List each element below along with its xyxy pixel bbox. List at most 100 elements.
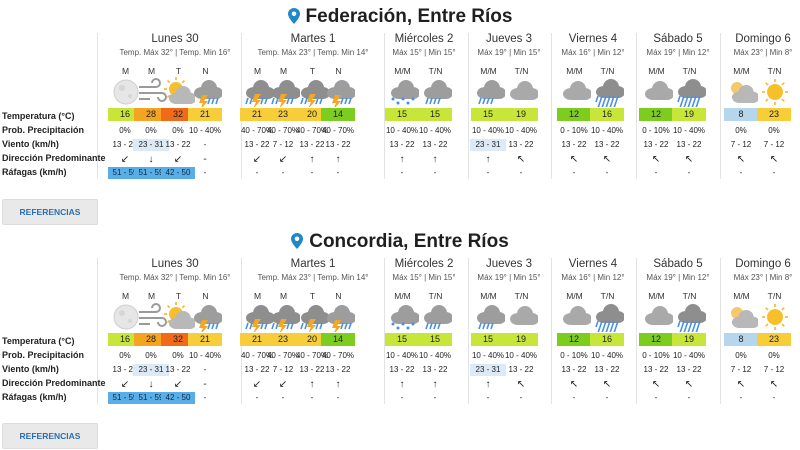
wind-direction-arrow: ↙	[120, 154, 130, 165]
wind-direction-arrow: ↖	[516, 154, 526, 165]
precipitation-cell: 40 - 70%	[240, 126, 274, 135]
wind-cell: 13 - 22	[325, 365, 351, 374]
day-name: Viernes 4	[568, 33, 618, 45]
wind-direction-arrow: ↖	[736, 154, 746, 165]
wind-cell: 13 - 22	[299, 365, 325, 374]
period-label: M/M	[566, 291, 583, 301]
wind-direction-arrow: ↖	[569, 379, 579, 390]
wind-cell: 7 - 12	[272, 365, 294, 374]
temperature-cell: 20	[295, 333, 329, 346]
wind-cell: 7 - 12	[272, 140, 294, 149]
period-label: T/N	[600, 291, 615, 301]
day-name: Martes 1	[290, 33, 336, 45]
precipitation-cell: 10 - 40%	[590, 351, 624, 360]
column-divider	[241, 258, 242, 404]
temperature-cell: 14	[321, 333, 355, 346]
period-label: T/N	[428, 291, 443, 301]
wind-direction-arrow: ↖	[651, 379, 661, 390]
period-label: M/M	[480, 291, 497, 301]
wind-direction-arrow: ↑	[485, 154, 491, 165]
day-header: Domingo 6 Máx 23° | Min 8°	[721, 33, 800, 59]
cloud-icon	[506, 77, 539, 107]
row-label-wind: Viento (km/h)	[2, 139, 59, 149]
wind-direction-arrow: ↑	[399, 379, 405, 390]
period-label: T/N	[600, 66, 615, 76]
wind-cell: 13 - 22	[165, 140, 191, 149]
precipitation-cell: 0%	[172, 351, 184, 360]
period-label: M/M	[648, 291, 665, 301]
period-label: N	[202, 66, 209, 76]
gust-cell: -	[203, 168, 207, 177]
temperature-cell: 12	[639, 108, 673, 121]
storm-night-icon	[323, 77, 356, 110]
wind-direction-arrow: ↙	[173, 154, 183, 165]
wind-cell: 13 - 22	[389, 365, 415, 374]
wind-cell: 13 - 22	[112, 140, 138, 149]
row-label-dir: Dirección Predominante	[2, 378, 106, 388]
gust-cell: -	[605, 168, 609, 177]
wind-cell: 7 - 12	[763, 365, 785, 374]
column-divider	[97, 33, 98, 179]
city-title: Concordia, Entre Ríos	[0, 229, 800, 255]
sun-icon	[759, 77, 791, 107]
precipitation-cell: 10 - 40%	[188, 351, 222, 360]
references-button[interactable]: REFERENCIAS	[2, 423, 98, 449]
cloud-icon	[641, 302, 674, 332]
day-temp-range: Máx 23° | Min 8°	[733, 273, 793, 282]
precipitation-cell: 10 - 40%	[471, 351, 505, 360]
precipitation-cell: 10 - 40%	[590, 126, 624, 135]
temperature-cell: 8	[724, 108, 758, 121]
period-label: M	[121, 291, 130, 301]
day-name: Lunes 30	[151, 258, 199, 270]
snow-cloud-icon	[387, 77, 420, 107]
moon-icon	[110, 302, 142, 332]
gust-cell: -	[772, 168, 776, 177]
precipitation-cell: 0 - 10%	[642, 351, 670, 360]
temperature-cell: 15	[471, 108, 505, 121]
temperature-cell: 15	[418, 108, 452, 121]
wind-direction-arrow: -	[203, 379, 207, 390]
storm-icon	[268, 77, 301, 109]
wind-cell: 23 - 31	[133, 139, 169, 151]
period-label: T/N	[682, 291, 697, 301]
rain-cloud-icon	[420, 302, 453, 332]
sun-icon	[759, 302, 791, 332]
wind-direction-arrow: ↖	[684, 154, 694, 165]
moon-cloud-icon	[726, 77, 760, 107]
wind-direction-arrow: ↖	[516, 379, 526, 390]
gust-cell: -	[572, 393, 576, 402]
day-header: Jueves 3 Máx 19° | Min 15°	[467, 258, 551, 284]
period-label: T/N	[767, 291, 782, 301]
temperature-cell: 32	[161, 108, 195, 121]
precipitation-cell: 10 - 40%	[385, 351, 419, 360]
day-header: Jueves 3 Máx 19° | Min 15°	[467, 33, 551, 59]
wind-cell: 7 - 12	[730, 140, 752, 149]
wind-direction-arrow: ↖	[769, 379, 779, 390]
gust-cell: -	[687, 168, 691, 177]
wind-direction-arrow: ↖	[602, 379, 612, 390]
wind-direction-arrow: ↖	[736, 379, 746, 390]
column-divider	[241, 33, 242, 179]
wind-icon	[136, 77, 168, 107]
period-label: M	[279, 66, 288, 76]
precipitation-cell: 40 - 70%	[321, 351, 355, 360]
temperature-cell: 28	[134, 333, 168, 346]
precipitation-cell: 0%	[768, 126, 780, 135]
gust-cell: -	[486, 393, 490, 402]
wind-direction-arrow: ↙	[252, 154, 262, 165]
references-button[interactable]: REFERENCIAS	[2, 199, 98, 225]
temperature-cell: 32	[161, 333, 195, 346]
row-label-wind: Viento (km/h)	[2, 364, 59, 374]
gust-cell: -	[486, 168, 490, 177]
temperature-cell: 16	[108, 108, 142, 121]
temperature-cell: 23	[266, 333, 300, 346]
wind-cell: 13 - 22	[676, 365, 702, 374]
day-temp-range: Máx 16° | Min 12°	[561, 273, 625, 282]
column-divider	[384, 258, 385, 404]
gust-cell: -	[336, 168, 340, 177]
day-name: Miércoles 2	[394, 33, 454, 45]
gust-cell: -	[687, 393, 691, 402]
temperature-cell: 8	[724, 333, 758, 346]
wind-direction-arrow: ↙	[252, 379, 262, 390]
temperature-cell: 12	[639, 333, 673, 346]
